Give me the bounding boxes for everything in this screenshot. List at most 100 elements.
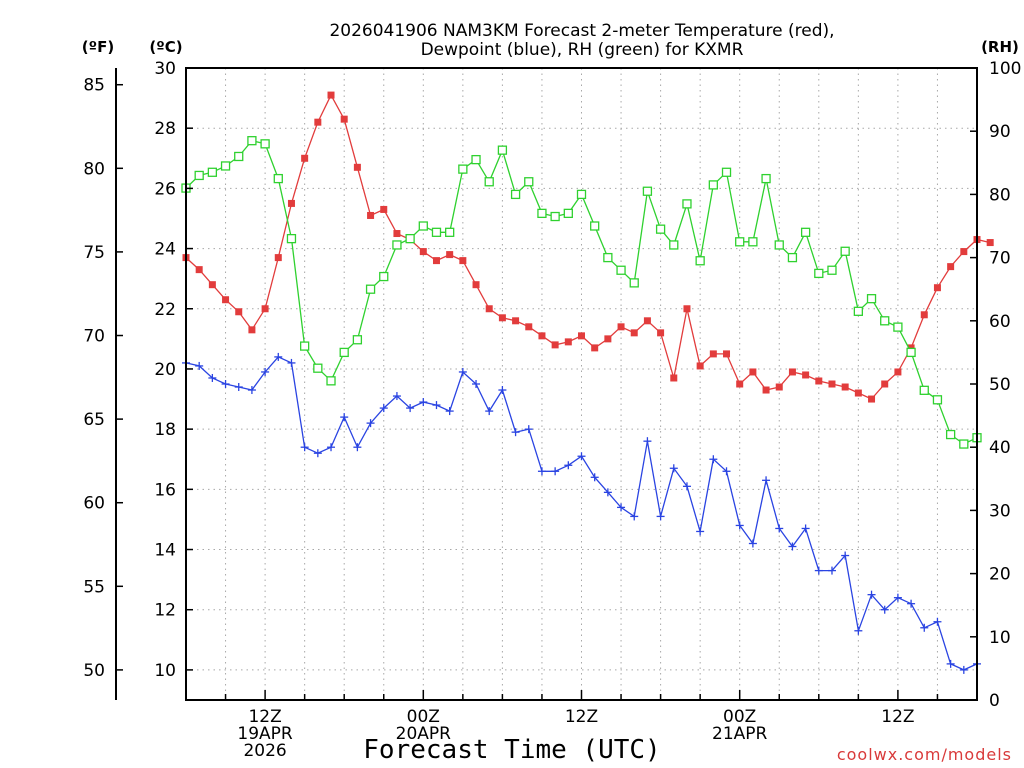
rh-point: [563, 208, 573, 219]
celsius-tick-label: 26: [154, 179, 176, 199]
dewpoint-point: [630, 512, 639, 521]
rh-point: [959, 439, 969, 449]
rh-point: [800, 227, 811, 237]
rh-point: [708, 180, 718, 190]
rh-tick-label: 90: [989, 122, 1011, 142]
2-meter-temperature-point: [723, 350, 731, 358]
rh-point: [774, 240, 784, 250]
2-meter-temperature-point: [604, 335, 612, 343]
dewpoint-point: [327, 443, 336, 452]
rh-point: [550, 211, 560, 222]
rh-tick-label: 20: [989, 565, 1011, 585]
dewpoint-point: [603, 488, 612, 497]
celsius-tick-label: 24: [154, 240, 176, 260]
2-meter-temperature-point: [736, 380, 744, 388]
fahrenheit-tick-label: 60: [83, 494, 105, 514]
rh-point: [603, 252, 613, 263]
dewpoint-point: [893, 593, 902, 602]
dewpoint-point: [920, 623, 929, 632]
x-tick-label: 20APR: [396, 724, 452, 744]
2-meter-temperature-point: [551, 341, 559, 349]
2-meter-temperature-point: [314, 118, 322, 126]
rh-point: [590, 221, 600, 231]
2-meter-temperature-point: [947, 263, 955, 271]
2-meter-temperature-point: [419, 248, 427, 256]
dewpoint-point: [590, 473, 599, 482]
dewpoint-point: [537, 467, 546, 476]
rh-point: [827, 265, 837, 275]
2-meter-temperature-point: [868, 395, 876, 403]
dewpoint-point: [946, 659, 955, 668]
rh-point: [814, 268, 824, 279]
rh-point: [721, 167, 732, 177]
2-meter-temperature-point: [195, 266, 203, 274]
dewpoint-point: [221, 380, 230, 388]
fahrenheit-tick-label: 50: [83, 661, 105, 681]
2-meter-temperature-point: [235, 308, 243, 316]
celsius-tick-label: 16: [154, 480, 176, 500]
rh-point: [919, 385, 929, 395]
x-tick-label: 12Z: [565, 707, 598, 727]
2-meter-temperature-point: [393, 230, 401, 238]
x-tick-label: 19APR: [237, 724, 293, 744]
rh-point: [445, 227, 455, 237]
rh-point: [932, 395, 943, 405]
2-meter-temperature-point: [446, 251, 454, 259]
rh-point: [682, 199, 692, 209]
dewpoint-point: [366, 419, 375, 428]
dewpoint-point: [735, 521, 744, 530]
dewpoint-point: [643, 437, 652, 446]
2-meter-temperature-point: [432, 257, 440, 265]
celsius-tick-label: 10: [154, 661, 176, 681]
dewpoint-point: [959, 665, 968, 674]
celsius-tick-label: 30: [154, 59, 176, 79]
2-meter-temperature-point: [709, 350, 717, 358]
chart-title-line2: Dewpoint (blue), RH (green) for KXMR: [421, 40, 744, 60]
2-meter-temperature-point: [894, 368, 902, 376]
fahrenheit-tick-label: 70: [83, 327, 105, 347]
2-meter-temperature-point: [617, 323, 625, 331]
rh-point: [220, 161, 231, 171]
rh-point: [629, 278, 639, 288]
2-meter-temperature-point: [762, 386, 770, 394]
dewpoint-point: [880, 605, 889, 614]
dewpoint-point: [656, 512, 665, 521]
rh-tick-label: 50: [989, 375, 1011, 395]
fahrenheit-unit-label: (ºF): [82, 38, 114, 56]
rh-point: [669, 240, 679, 250]
2-meter-temperature-point: [459, 257, 467, 265]
dewpoint-point: [933, 617, 942, 626]
dewpoint-point: [498, 386, 507, 395]
celsius-tick-label: 12: [154, 601, 176, 621]
dewpoint-point: [907, 599, 916, 608]
celsius-tick-label: 22: [154, 300, 176, 320]
rh-point: [247, 136, 257, 146]
2-meter-temperature-point: [854, 389, 862, 397]
rh-point: [761, 173, 771, 184]
2-meter-temperature-point: [802, 371, 810, 379]
credit-text: coolwx.com/models: [837, 745, 1012, 764]
2-meter-temperature-point: [933, 284, 941, 292]
2-meter-temperature-line: [185, 93, 991, 400]
rh-point: [352, 335, 363, 345]
rh-point: [418, 221, 428, 231]
dewpoint-point: [406, 404, 415, 413]
dewpoint-point: [419, 398, 428, 407]
2-meter-temperature-point: [525, 323, 533, 331]
chart-title-line1: 2026041906 NAM3KM Forecast 2-meter Tempe…: [329, 21, 834, 41]
dewpoint-point: [814, 566, 823, 575]
2-meter-temperature-point: [498, 314, 506, 322]
rh-tick-label: 100: [989, 59, 1021, 79]
2-meter-temperature-point: [538, 332, 546, 340]
rh-point: [379, 271, 389, 282]
dewpoint-point: [709, 455, 718, 464]
rh-point: [326, 376, 336, 386]
x-tick-label: 21APR: [712, 724, 768, 744]
x-tick-label: 12Z: [248, 707, 281, 727]
dewpoint-point: [485, 407, 494, 416]
x-axis-title: Forecast Time (UTC): [363, 735, 660, 765]
rh-point: [524, 177, 534, 187]
celsius-tick-label: 18: [154, 420, 176, 440]
x-tick-label: 00Z: [723, 707, 756, 727]
